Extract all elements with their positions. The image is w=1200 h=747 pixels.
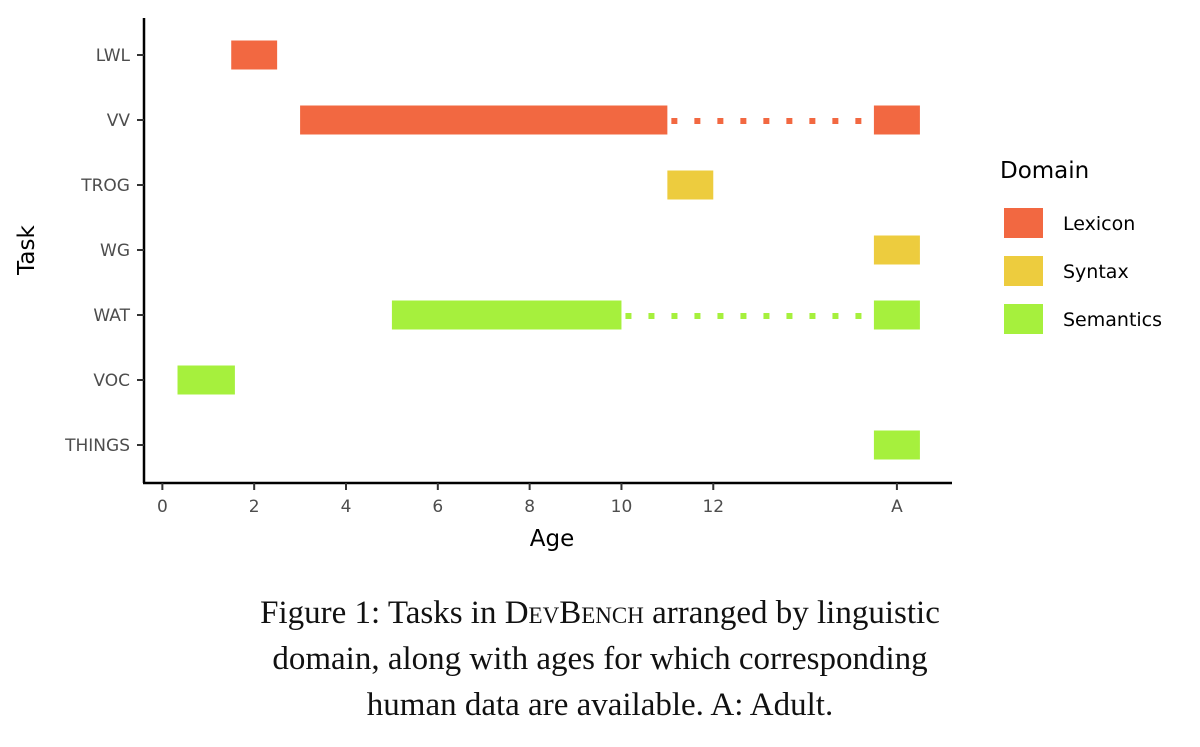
x-axis-title: Age — [530, 526, 574, 552]
x-tick-label-0: 0 — [157, 497, 168, 517]
x-tick-label-4: 4 — [341, 497, 352, 517]
x-tick-label-12: 12 — [702, 497, 724, 517]
bar-voc — [177, 365, 235, 395]
y-tick-label-vv: VV — [107, 111, 131, 131]
x-tick-label-a: A — [891, 497, 903, 517]
x-tick-label-6: 6 — [432, 497, 443, 517]
x-tick-label-2: 2 — [249, 497, 260, 517]
caption-benchmark-name: DevBench — [504, 595, 644, 631]
bar-things-adult — [873, 430, 920, 460]
caption-prefix: Figure 1: Tasks in — [260, 595, 505, 631]
legend-swatch-syntax — [1004, 256, 1043, 286]
y-tick-label-things: THINGS — [64, 436, 130, 456]
bar-wg-adult — [873, 235, 920, 265]
caption-line-2: domain, along with ages for which corres… — [272, 641, 928, 677]
legend-label-semantics: Semantics — [1063, 309, 1162, 331]
legend-label-lexicon: Lexicon — [1063, 213, 1135, 235]
y-tick-label-wg: WG — [100, 241, 130, 261]
chart: LWL VV TROG WG WAT VOC THINGS 0 2 4 6 8 10 12 A Age Task… — [14, 18, 1162, 552]
y-tick-label-trog: TROG — [80, 176, 130, 196]
x-tick-label-8: 8 — [524, 497, 535, 517]
y-tick-label-lwl: LWL — [96, 46, 131, 66]
legend-swatch-lexicon — [1004, 208, 1043, 238]
caption-line-3: human data are available. A: Adult. — [366, 687, 834, 723]
caption-line-1-rest: arranged by linguistic — [643, 595, 940, 631]
y-tick-label-wat: WAT — [93, 306, 130, 326]
legend-label-syntax: Syntax — [1063, 261, 1129, 283]
caption-line-1: Figure 1: Tasks in DevBench arranged by … — [0, 590, 1200, 636]
bar-wat — [391, 300, 622, 330]
y-tick-label-voc: VOC — [93, 371, 130, 391]
bar-vv-adult — [873, 105, 920, 135]
legend-title: Domain — [1000, 158, 1089, 184]
plot-area: LWL VV TROG WG WAT VOC THINGS 0 2 4 6 8 10 12 A Age Task — [14, 18, 952, 552]
y-axis-title: Task — [14, 225, 40, 276]
legend: Domain Lexicon Syntax Semantics — [1000, 158, 1162, 334]
legend-swatch-semantics — [1004, 304, 1043, 334]
bar-wat-adult — [873, 300, 920, 330]
bar-trog — [667, 170, 714, 200]
bar-lwl — [231, 40, 278, 70]
bar-vv — [300, 105, 668, 135]
x-tick-label-10: 10 — [611, 497, 633, 517]
figure-caption: Figure 1: Tasks in DevBench arranged by … — [0, 590, 1200, 728]
